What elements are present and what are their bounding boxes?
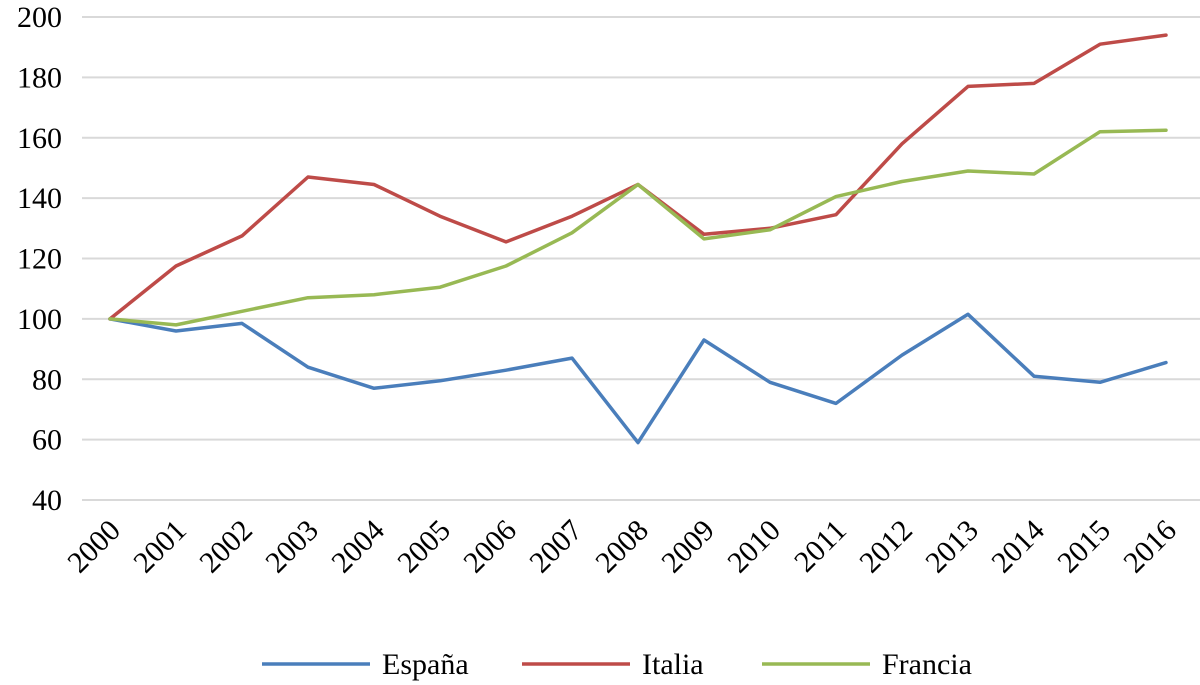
y-tick-label: 40	[32, 484, 62, 517]
x-tick-label: 2016	[1117, 514, 1183, 580]
y-tick-label: 140	[17, 182, 62, 215]
x-tick-label: 2014	[985, 514, 1051, 580]
x-axis-tick-labels: 2000 2001 2002 2003 2004 2005 2006 2007 2008 2009…	[61, 514, 1183, 580]
x-tick-label: 2000	[61, 514, 127, 580]
y-tick-label: 100	[17, 303, 62, 336]
y-tick-label: 120	[17, 243, 62, 276]
y-tick-label: 180	[17, 61, 62, 94]
x-tick-label: 2012	[853, 514, 919, 580]
y-tick-label: 160	[17, 122, 62, 155]
grid-lines	[82, 16, 1200, 501]
x-tick-label: 2010	[721, 514, 787, 580]
y-tick-label: 80	[32, 363, 62, 396]
legend-item-1: Italia	[522, 648, 704, 681]
x-tick-label: 2007	[523, 514, 589, 580]
legend-label: España	[382, 648, 469, 681]
legend-item-2: Francia	[762, 648, 972, 681]
x-tick-label: 2002	[193, 514, 259, 580]
y-tick-label: 60	[32, 424, 62, 457]
y-axis-tick-labels: 40 60 80 100 120 140 160 180 200	[17, 1, 62, 517]
legend: España Italia Francia	[262, 648, 972, 681]
x-tick-label: 2011	[788, 514, 853, 579]
x-tick-label: 2013	[919, 514, 985, 580]
x-tick-label: 2004	[325, 514, 391, 580]
x-tick-label: 2006	[457, 514, 523, 580]
legend-label: Francia	[882, 648, 972, 681]
x-tick-label: 2005	[391, 514, 457, 580]
y-tick-label: 200	[17, 1, 62, 34]
x-tick-label: 2008	[589, 514, 655, 580]
x-tick-label: 2009	[655, 514, 721, 580]
series-lines	[108, 33, 1168, 445]
x-tick-label: 2015	[1051, 514, 1117, 580]
legend-label: Italia	[642, 648, 704, 681]
series-line-2	[108, 128, 1168, 327]
x-tick-label: 2003	[259, 514, 325, 580]
x-tick-label: 2001	[127, 514, 193, 580]
legend-item-0: España	[262, 648, 469, 681]
series-line-0	[108, 312, 1168, 445]
